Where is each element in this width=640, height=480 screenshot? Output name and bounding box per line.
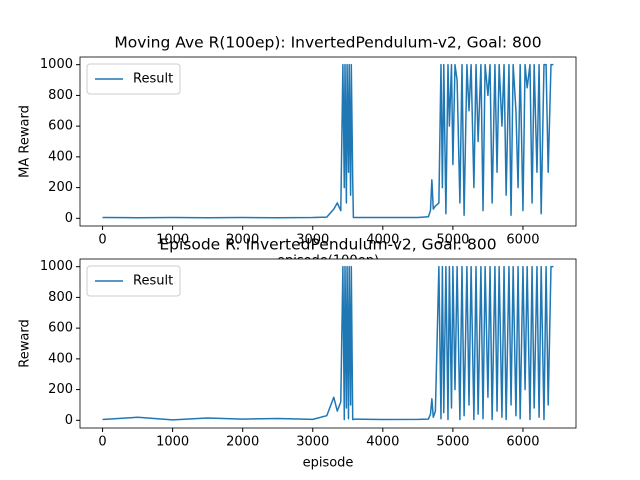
legend-box xyxy=(86,63,181,95)
x-tick-label: 0 xyxy=(98,435,106,450)
x-tick-label: 6000 xyxy=(506,233,539,248)
x-axis-label: episode xyxy=(303,456,354,471)
y-tick-label: 200 xyxy=(48,382,73,397)
x-tick-label: 4000 xyxy=(366,435,399,450)
x-tick-label: 2000 xyxy=(226,435,259,450)
axes-frame xyxy=(79,56,577,227)
y-tick-label: 0 xyxy=(65,413,73,428)
legend-label: Result xyxy=(133,72,173,87)
legend-box xyxy=(86,265,181,297)
x-tick-label: 2000 xyxy=(226,233,259,248)
axes-frame xyxy=(79,258,577,429)
x-tick-label: 3000 xyxy=(296,435,329,450)
chart-title: Moving Ave R(100ep): InvertedPendulum-v2… xyxy=(114,34,541,52)
y-tick-label: 800 xyxy=(48,290,73,305)
y-tick-label: 400 xyxy=(48,149,73,164)
series-line xyxy=(102,63,554,219)
y-axis-label: MA Reward xyxy=(18,105,33,178)
y-tick-label: 800 xyxy=(48,88,73,103)
series-line xyxy=(102,265,554,421)
x-tick-label: 0 xyxy=(98,233,106,248)
x-tick-label: 4000 xyxy=(366,233,399,248)
y-tick-label: 1000 xyxy=(40,259,73,274)
x-tick-label: 1000 xyxy=(156,233,189,248)
y-tick-label: 600 xyxy=(48,321,73,336)
x-tick-label: 5000 xyxy=(436,435,469,450)
chart-title: Episode R: InvertedPendulum-v2, Goal: 80… xyxy=(159,236,496,254)
x-tick-label: 1000 xyxy=(156,435,189,450)
y-tick-label: 600 xyxy=(48,119,73,134)
y-tick-label: 200 xyxy=(48,180,73,195)
y-axis-label: Reward xyxy=(18,319,33,367)
x-tick-label: 6000 xyxy=(506,435,539,450)
legend-label: Result xyxy=(133,274,173,289)
x-tick-label: 3000 xyxy=(296,233,329,248)
y-tick-label: 0 xyxy=(65,211,73,226)
y-tick-label: 400 xyxy=(48,351,73,366)
y-tick-label: 1000 xyxy=(40,57,73,72)
x-tick-label: 5000 xyxy=(436,233,469,248)
